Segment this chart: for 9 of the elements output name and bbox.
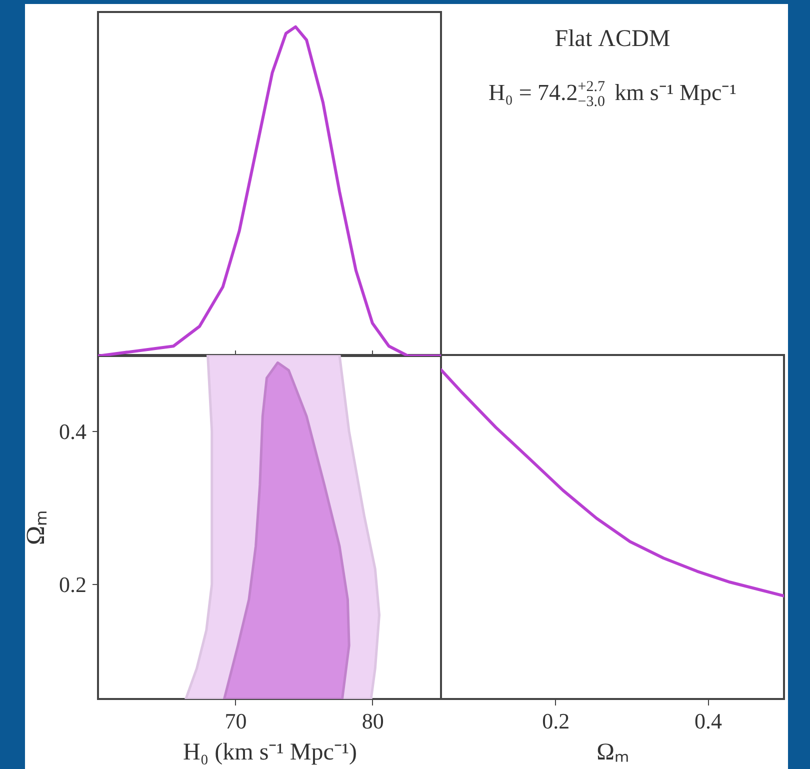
text: Flat ΛCDM [554,26,672,53]
x-axis-title: H₀ (km s⁻¹ Mpc⁻¹) [182,740,358,766]
x-tick-label: 70 [224,708,247,734]
text: H₀ = 74.2$^{+2.7}$$_{−3.0}$ km s⁻¹ Mpc⁻¹ [487,78,738,110]
y-axis-title: Ωₘ [21,510,50,546]
x-tick-label: 0.4 [694,708,722,734]
x-axis-title: Ωₘ [596,740,630,766]
x-tick-label: 80 [362,708,384,734]
x-tick-label: 0.2 [542,708,570,734]
